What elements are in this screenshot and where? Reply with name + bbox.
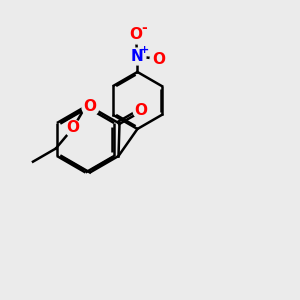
Text: +: +	[140, 45, 149, 55]
Text: O: O	[67, 120, 80, 135]
Text: O: O	[129, 27, 142, 42]
Text: -: -	[142, 21, 147, 35]
Text: O: O	[152, 52, 165, 67]
Text: O: O	[83, 99, 96, 114]
Text: O: O	[134, 103, 147, 118]
Text: N: N	[131, 49, 144, 64]
